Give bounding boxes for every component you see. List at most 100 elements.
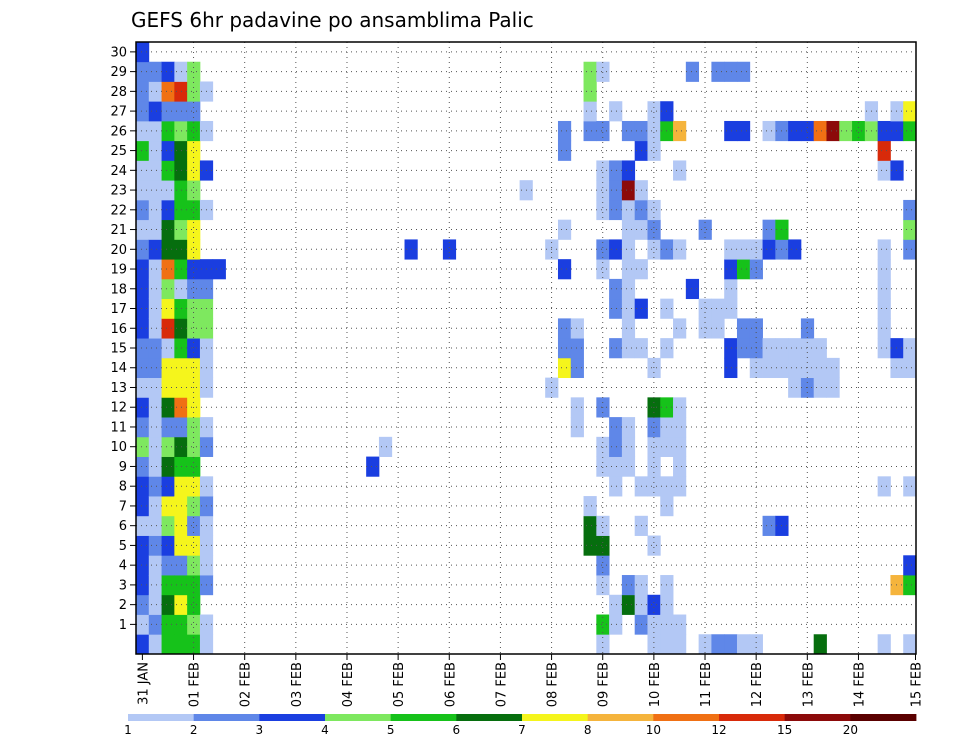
heatmap-cell [557, 120, 572, 142]
y-tick-label: 16 [110, 322, 127, 337]
heatmap-cell [148, 496, 162, 517]
heatmap-cell [161, 278, 175, 300]
y-tick-label: 24 [110, 164, 127, 179]
heatmap-cell [788, 357, 802, 379]
heatmap-cell [161, 614, 175, 635]
heatmap-cell [724, 239, 738, 260]
heatmap-cell [736, 120, 751, 142]
heatmap-cell [136, 476, 150, 497]
heatmap-cell [136, 180, 150, 201]
heatmap-cell [596, 456, 610, 477]
heatmap-cell [136, 634, 150, 655]
heatmap-cell [148, 298, 162, 319]
heatmap-cell [609, 436, 623, 457]
y-tick-label: 2 [119, 598, 127, 613]
heatmap-cell [148, 476, 162, 497]
heatmap-cell [161, 219, 175, 240]
grid-lines [136, 42, 916, 654]
heatmap-cell [187, 140, 201, 161]
heatmap-cell [442, 239, 457, 260]
heatmap-cell [148, 417, 162, 438]
heatmap-cell [736, 318, 751, 339]
heatmap-cell [660, 634, 674, 655]
heatmap-cell [148, 318, 162, 339]
heatmap-cell [890, 338, 904, 359]
heatmap-cell [148, 634, 162, 655]
heatmap-cell [647, 634, 661, 655]
colorbar-label: 10 [646, 723, 661, 737]
heatmap-cell [596, 634, 610, 655]
colorbar-label: 3 [256, 723, 264, 737]
colorbar-swatch [193, 714, 260, 721]
heatmap-cell [890, 575, 904, 596]
heatmap-cell [736, 259, 751, 280]
heatmap-cell [570, 338, 584, 359]
heatmap-cell [736, 61, 751, 82]
heatmap-cell [621, 456, 636, 477]
heatmap-cell [174, 160, 188, 181]
heatmap-cell [148, 239, 162, 260]
y-tick-label: 14 [110, 361, 127, 376]
heatmap-cell [673, 456, 687, 477]
heatmap-cell [174, 634, 188, 655]
heatmap-cell [890, 160, 904, 181]
heatmap-cell [136, 120, 150, 142]
heatmap-cell [161, 101, 175, 122]
heatmap-cell [187, 515, 201, 536]
heatmap-cell [890, 357, 904, 379]
heatmap-cell [148, 397, 162, 418]
heatmap-cell [212, 259, 226, 280]
heatmap-cell [148, 278, 162, 300]
y-tick-label: 5 [119, 539, 127, 554]
heatmap-cell [174, 338, 188, 359]
heatmap-cell [724, 259, 738, 280]
heatmap-cell [570, 397, 584, 418]
colorbar-swatch [653, 714, 720, 721]
heatmap-cell [813, 377, 827, 398]
heatmap-cell [583, 515, 597, 536]
heatmap-cell [174, 298, 188, 319]
heatmap-cell [903, 219, 917, 240]
colorbar-swatch [719, 714, 786, 721]
colorbar-swatch [325, 714, 392, 721]
heatmap-cell [596, 61, 610, 82]
heatmap-cell [161, 298, 175, 319]
heatmap-cell [877, 338, 891, 359]
heatmap-cell [609, 594, 623, 615]
heatmap-cell [174, 594, 188, 615]
heatmap-cell [148, 338, 162, 359]
heatmap-cell [161, 318, 175, 339]
heatmap-cell [136, 42, 150, 63]
heatmap-cell [148, 456, 162, 477]
colorbar-label: 8 [584, 723, 592, 737]
heatmap-cell [673, 417, 687, 438]
heatmap-cell [174, 397, 188, 418]
heatmap-cell [621, 417, 636, 438]
y-axis: 1234567891011121314151617181920212223242… [110, 45, 136, 633]
heatmap-cell [557, 338, 572, 359]
colorbar-swatch [390, 714, 457, 721]
y-tick-label: 26 [110, 124, 127, 139]
heatmap-cell [199, 634, 214, 655]
heatmap-cell [903, 634, 917, 655]
heatmap-cell [136, 535, 150, 556]
heatmap-cell [174, 120, 188, 142]
heatmap-cell [161, 377, 175, 398]
heatmap-cell [903, 120, 917, 142]
heatmap-cell [161, 634, 175, 655]
colorbar-label: 20 [843, 723, 858, 737]
heatmap-cell [174, 140, 188, 161]
heatmap-cell [596, 120, 610, 142]
heatmap-cell [647, 140, 661, 161]
heatmap-cell [647, 594, 661, 615]
y-tick-label: 27 [110, 105, 127, 120]
heatmap-cell [136, 357, 150, 379]
heatmap-cell [609, 417, 623, 438]
heatmap-cell [148, 219, 162, 240]
heatmap-cell [174, 515, 188, 536]
heatmap-cell [187, 436, 201, 457]
heatmap-cell [570, 357, 584, 379]
heatmap-cell [736, 239, 751, 260]
heatmap-cell [711, 61, 725, 82]
heatmap-cell [903, 239, 917, 260]
